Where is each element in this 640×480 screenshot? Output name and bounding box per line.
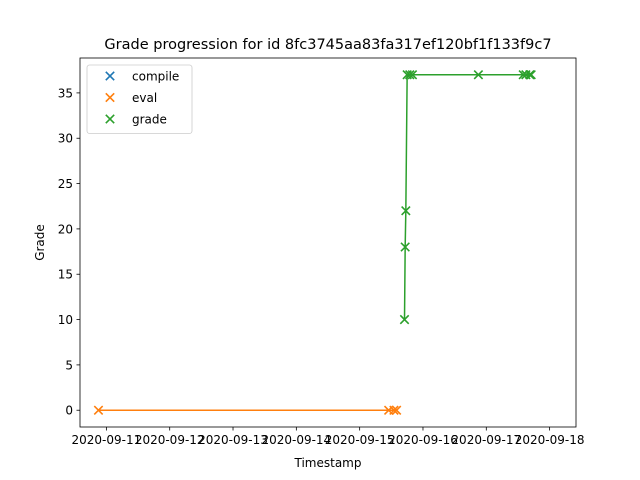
legend-label-eval: eval [132,91,157,105]
y-tick-label-3: 15 [58,268,73,282]
series-grade-point-10 [526,70,536,80]
y-axis: 0 5 10 15 20 25 30 35 [58,86,80,418]
x-axis: 2020-09-112020-09-122020-09-132020-09-14… [72,427,585,447]
series-grade-point-5 [407,70,418,80]
series-grade-point-4 [405,70,415,80]
series-eval-point-0 [93,405,104,415]
y-tick-label-7: 35 [58,86,73,100]
legend-marker-grade [105,114,115,124]
chart-title: Grade progression for id 8fc3745aa83fa31… [104,37,551,53]
y-tick-label-2: 10 [58,313,73,327]
y-axis-title: Grade [33,224,47,261]
x-tick-label-1: 2020-09-12 [135,433,205,447]
x-tick-label-4: 2020-09-15 [325,433,395,447]
y-tick-label-6: 30 [58,132,73,146]
legend-marker-eval [105,92,115,103]
plot-frame [79,57,577,428]
y-tick-label-1: 5 [65,358,73,372]
x-tick-label-5: 2020-09-16 [388,433,458,447]
series-grade-point-6 [473,70,484,80]
series-eval-point-2 [389,405,399,415]
series-grade-point-9 [525,70,535,80]
legend-label-grade: grade [132,113,167,127]
x-axis-title: Timestamp [294,456,362,470]
legend-marker-compile [105,71,115,81]
y-tick-label-0: 0 [65,404,73,418]
legend: compile eval grade [86,64,193,134]
x-tick-label-2: 2020-09-13 [198,433,268,447]
y-tick-label-5: 25 [58,177,73,191]
series-layer [93,70,536,415]
legend-label-compile: compile [132,70,179,84]
series-eval-point-3 [391,405,402,415]
x-tick-label-3: 2020-09-14 [261,433,331,447]
y-tick-label-4: 20 [58,222,73,236]
x-tick-label-7: 2020-09-18 [515,433,585,447]
x-tick-label-0: 2020-09-11 [72,433,142,447]
series-grade-point-2 [401,206,411,216]
series-grade-point-0 [399,314,410,325]
x-tick-label-6: 2020-09-17 [451,433,521,447]
series-grade-point-1 [400,242,410,252]
